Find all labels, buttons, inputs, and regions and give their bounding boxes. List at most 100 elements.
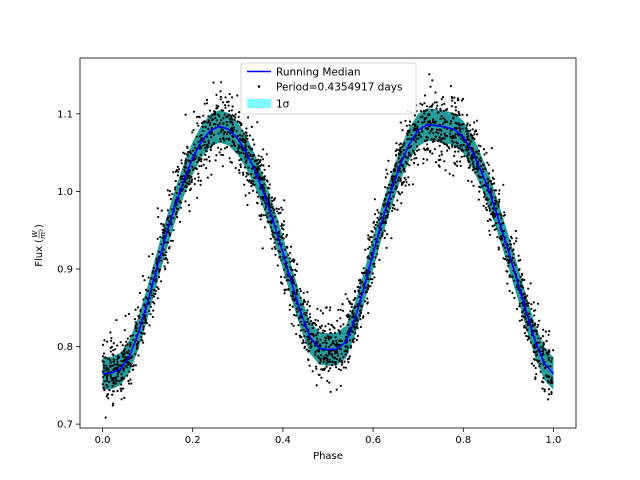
scatter-point — [514, 229, 517, 233]
scatter-point — [208, 109, 211, 112]
scatter-point — [356, 285, 359, 288]
scatter-point — [345, 335, 348, 338]
scatter-point — [306, 291, 309, 294]
scatter-point — [537, 323, 540, 326]
scatter-point — [454, 146, 457, 149]
scatter-point — [507, 259, 510, 262]
scatter-point — [338, 330, 341, 333]
scatter-point — [123, 329, 126, 332]
scatter-point — [337, 368, 340, 371]
scatter-point — [402, 143, 405, 147]
scatter-point — [288, 308, 291, 311]
scatter-point — [235, 130, 238, 133]
scatter-point — [470, 180, 473, 183]
scatter-point — [361, 280, 364, 284]
scatter-point — [294, 284, 298, 287]
scatter-point — [330, 363, 334, 366]
scatter-point — [409, 154, 412, 157]
scatter-point — [513, 296, 516, 300]
scatter-point — [466, 136, 469, 139]
scatter-point — [272, 211, 275, 214]
scatter-point — [403, 176, 406, 179]
scatter-point — [486, 182, 489, 185]
scatter-point — [399, 151, 402, 154]
scatter-point — [330, 323, 333, 326]
scatter-point — [466, 149, 469, 152]
scatter-point — [524, 326, 527, 329]
scatter-point — [519, 259, 522, 262]
scatter-point — [341, 303, 344, 306]
scatter-point — [376, 253, 379, 256]
scatter-point — [116, 375, 119, 378]
scatter-point — [549, 381, 552, 384]
scatter-point — [245, 155, 248, 158]
scatter-point — [539, 370, 542, 373]
scatter-point — [290, 259, 293, 262]
scatter-point — [308, 313, 311, 316]
scatter-point — [196, 196, 199, 199]
scatter-point — [214, 116, 217, 120]
scatter-point — [120, 360, 123, 363]
scatter-point — [454, 163, 457, 166]
scatter-point — [220, 81, 223, 84]
scatter-point — [395, 186, 398, 189]
scatter-point — [388, 206, 391, 209]
scatter-point — [456, 142, 459, 145]
scatter-point — [435, 131, 438, 134]
scatter-point — [285, 256, 288, 259]
scatter-point — [125, 340, 128, 343]
scatter-point — [422, 162, 425, 165]
scatter-point — [435, 101, 438, 104]
scatter-point — [185, 158, 188, 161]
scatter-point — [209, 121, 212, 124]
scatter-point — [181, 189, 184, 192]
legend: Running Median Period=0.4354917 days 1σ — [240, 62, 417, 115]
scatter-point — [170, 223, 173, 226]
scatter-point — [337, 343, 340, 346]
scatter-point — [416, 125, 419, 128]
scatter-point — [169, 198, 172, 201]
scatter-point — [479, 181, 482, 184]
scatter-point — [218, 115, 221, 118]
scatter-point — [250, 173, 253, 176]
scatter-point — [491, 225, 494, 228]
scatter-point — [204, 125, 207, 128]
scatter-point — [495, 207, 498, 210]
scatter-point — [384, 221, 387, 224]
scatter-point — [126, 337, 129, 340]
scatter-point — [534, 351, 537, 354]
scatter-point — [256, 202, 259, 205]
scatter-point — [541, 352, 545, 355]
scatter-point — [112, 369, 115, 372]
scatter-point — [147, 276, 150, 279]
scatter-point — [153, 292, 156, 296]
scatter-point — [428, 113, 431, 116]
scatter-point — [108, 364, 111, 367]
scatter-point — [306, 309, 309, 312]
scatter-point — [102, 376, 105, 379]
scatter-point — [410, 158, 413, 161]
scatter-point — [101, 355, 104, 358]
scatter-point — [237, 144, 240, 147]
scatter-point — [423, 102, 426, 105]
scatter-point — [419, 116, 422, 119]
scatter-point — [354, 296, 357, 300]
scatter-point — [292, 280, 295, 283]
scatter-point — [153, 302, 156, 305]
scatter-point — [523, 316, 527, 319]
scatter-point — [470, 140, 473, 143]
scatter-point — [220, 153, 223, 156]
scatter-point — [369, 236, 372, 239]
scatter-point — [438, 138, 441, 141]
scatter-point — [348, 339, 351, 342]
scatter-point — [451, 144, 454, 147]
scatter-point — [308, 305, 311, 308]
legend-scatter-swatch — [257, 85, 261, 88]
scatter-point — [171, 193, 174, 196]
scatter-point — [151, 270, 154, 273]
scatter-point — [258, 214, 261, 217]
scatter-point — [195, 155, 198, 158]
scatter-point — [433, 148, 436, 151]
x-tick-label: 0.0 — [95, 435, 111, 446]
scatter-point — [269, 226, 273, 229]
